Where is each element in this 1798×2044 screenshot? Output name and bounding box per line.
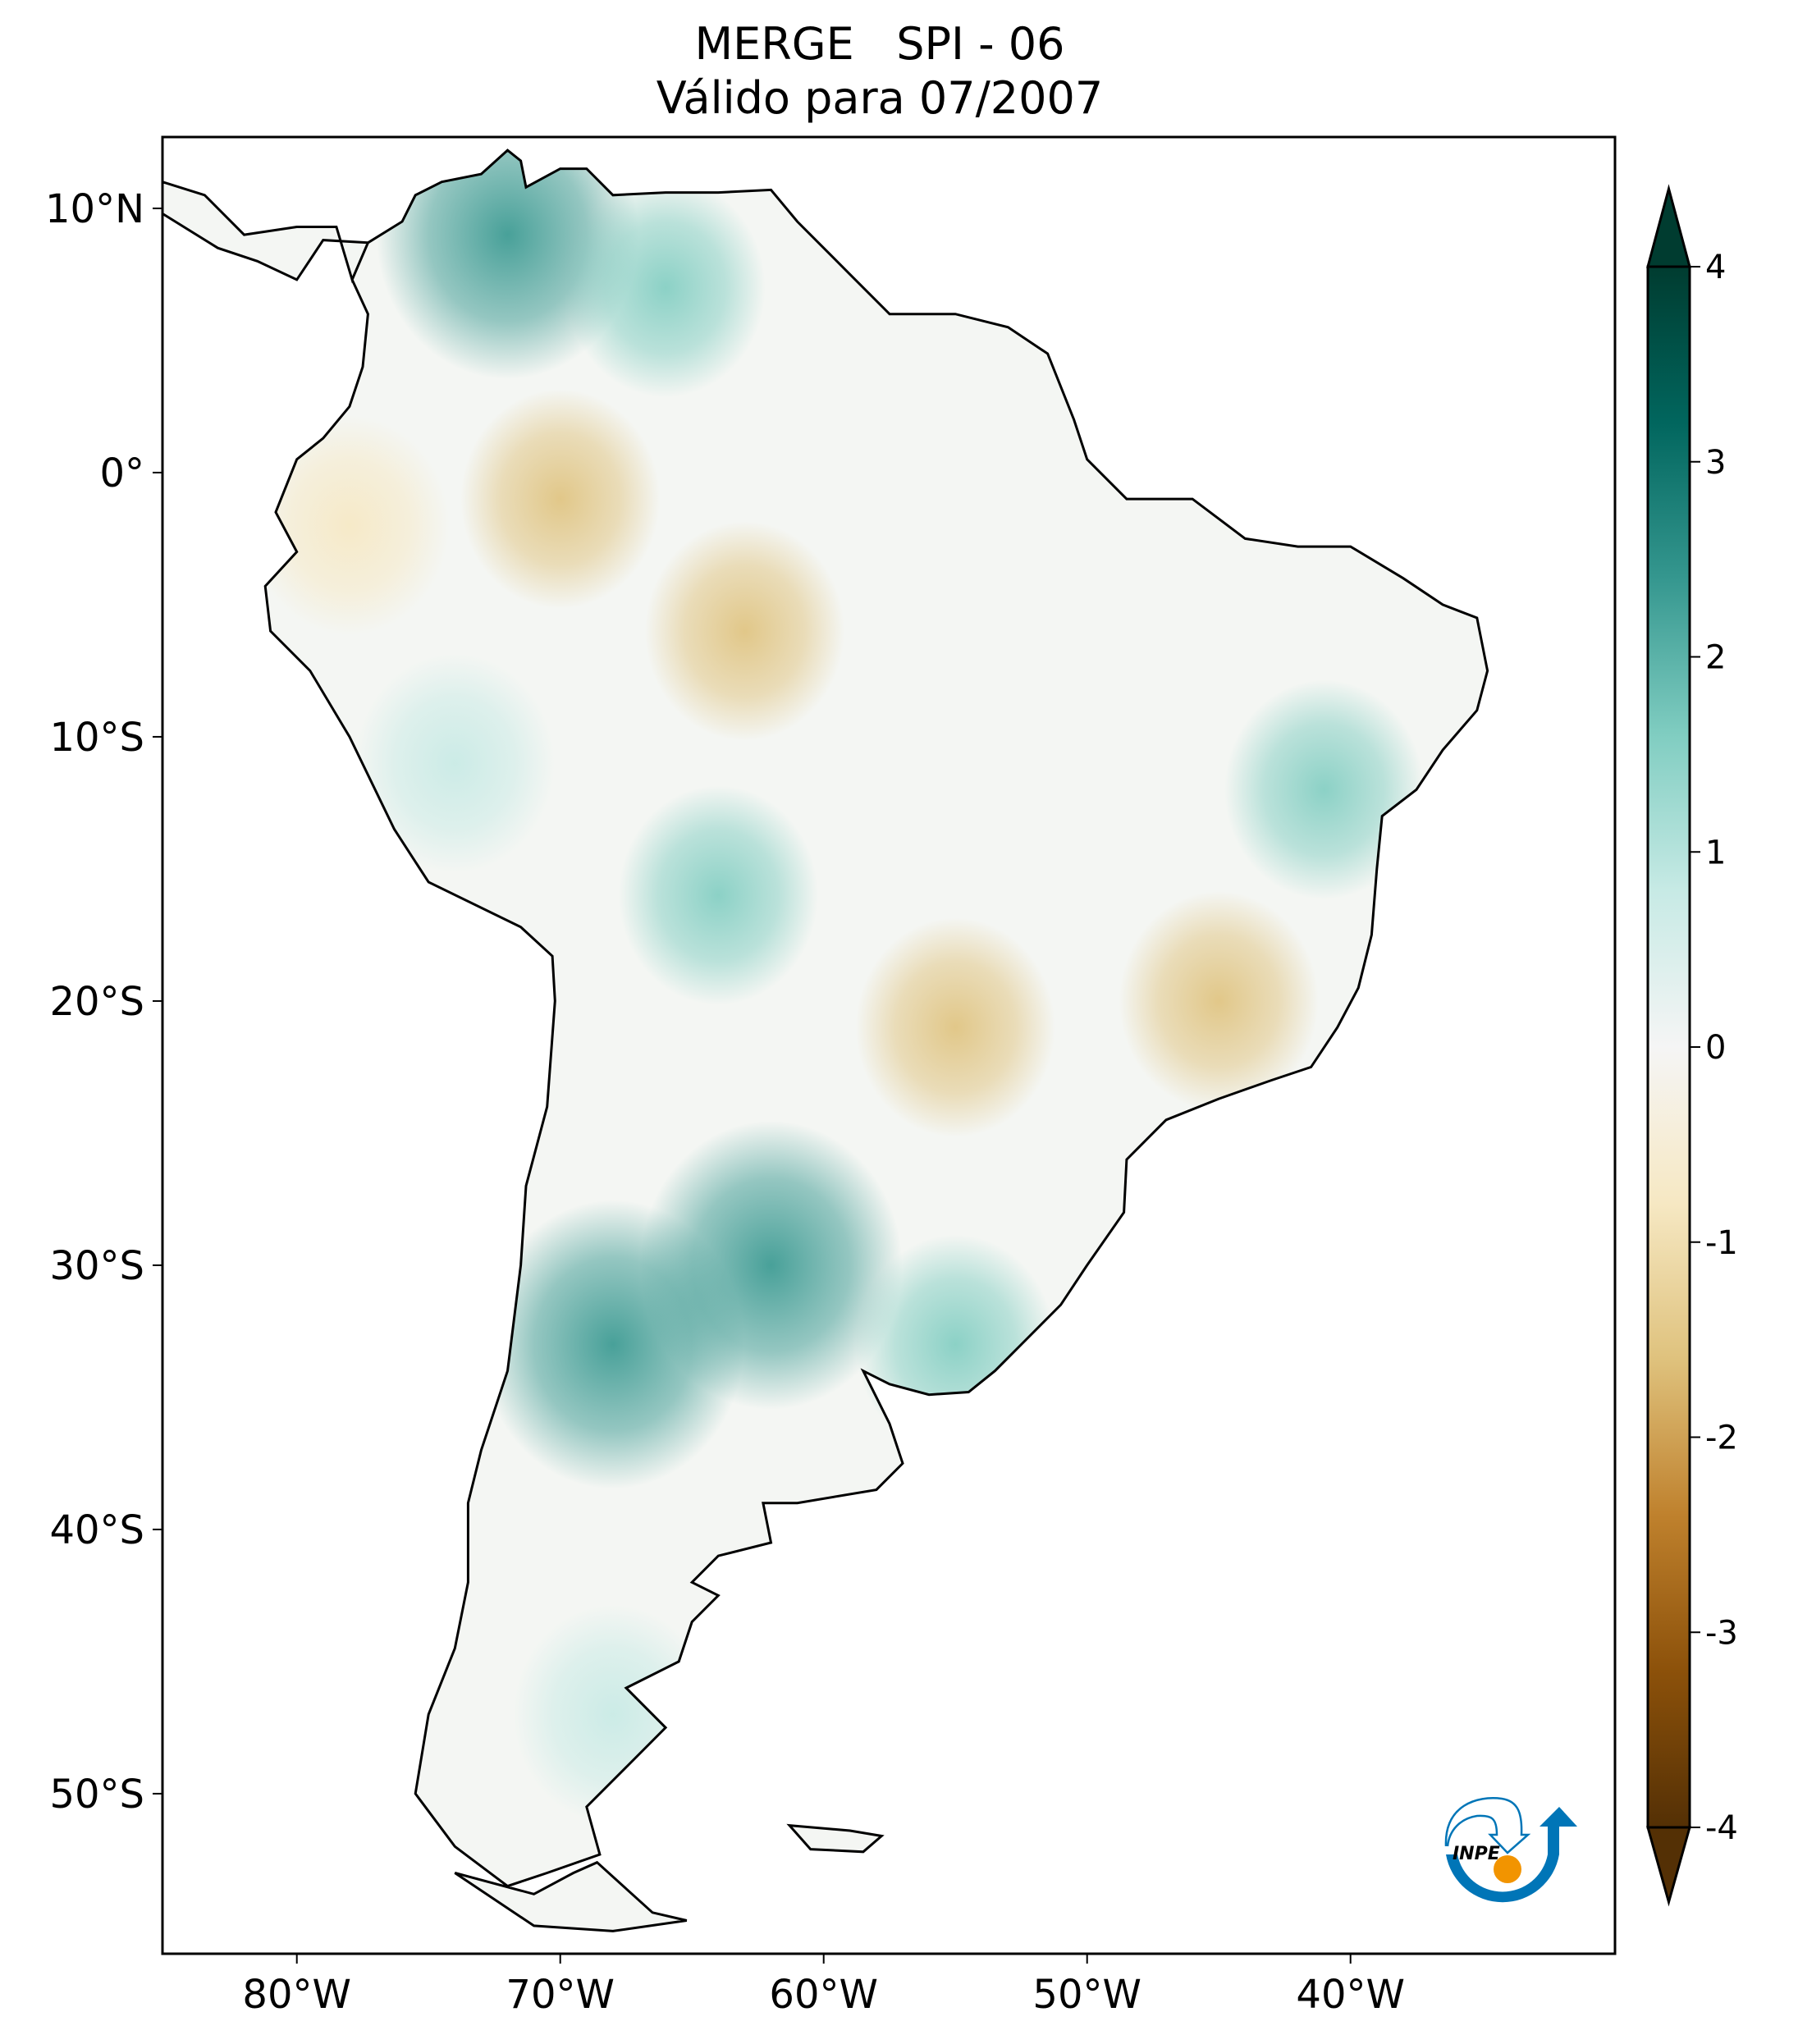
x-tick-label: 80°W (242, 1972, 351, 2018)
y-tick-label: 10°N (45, 186, 144, 232)
colorbar-tick-label: 3 (1705, 444, 1726, 482)
y-tick-label: 50°S (49, 1772, 144, 1818)
logo-text: INPE (1453, 1844, 1500, 1864)
x-tick-label: 50°W (1032, 1972, 1141, 2018)
coastline (162, 149, 1489, 1932)
anomaly-region (855, 1234, 1055, 1455)
x-tick-label: 70°W (506, 1972, 615, 2018)
y-tick-label: 10°S (49, 715, 144, 761)
anomaly-region (1119, 891, 1319, 1111)
colorbar-tick-label: -3 (1705, 1614, 1738, 1652)
anomaly-region (618, 785, 818, 1005)
map-frame (161, 135, 1617, 1955)
anomaly-region (565, 177, 766, 398)
colorbar-tick-label: -2 (1705, 1420, 1738, 1457)
colorbar-extend-top (1646, 184, 1691, 268)
anomaly-region (460, 389, 661, 609)
colorbar-tick-label: 1 (1705, 834, 1726, 871)
anomaly-region (249, 415, 450, 636)
chart-title: MERGE SPI - 06 (695, 18, 1065, 70)
colorbar-tick-label: -1 (1705, 1224, 1738, 1262)
inpe-logo: INPE (1444, 1797, 1577, 1903)
x-tick-label: 40°W (1296, 1972, 1405, 2018)
anomaly-region (1224, 679, 1425, 900)
colorbar-extend-bottom (1646, 1826, 1691, 1907)
colorbar-tick-label: -4 (1705, 1809, 1738, 1847)
y-tick-label: 40°S (49, 1507, 144, 1553)
anomaly-region (639, 1120, 903, 1410)
y-tick-label: 0° (99, 450, 144, 496)
colorbar-body (1646, 265, 1691, 1829)
x-tick-label: 60°W (769, 1972, 878, 2018)
colorbar-tick-label: 2 (1705, 639, 1726, 677)
y-tick-label: 20°S (49, 979, 144, 1025)
chart-subtitle: Válido para 07/2007 (657, 72, 1103, 124)
logo-arrow-outline (1444, 1797, 1531, 1854)
anomaly-region (644, 521, 845, 741)
logo-sun (1494, 1855, 1521, 1883)
anomaly-region (855, 917, 1055, 1137)
anomaly-region (513, 1604, 713, 1825)
colorbar-tick-label: 0 (1705, 1029, 1726, 1067)
colorbar: 4 3 2 1 0 -1 -2 -3 -4 (1646, 184, 1738, 1907)
logo-swoosh (1446, 1807, 1577, 1903)
colorbar-tick-label: 4 (1705, 249, 1726, 286)
y-tick-label: 30°S (49, 1243, 144, 1289)
anomaly-region (355, 653, 555, 873)
map-area (162, 149, 1489, 1932)
